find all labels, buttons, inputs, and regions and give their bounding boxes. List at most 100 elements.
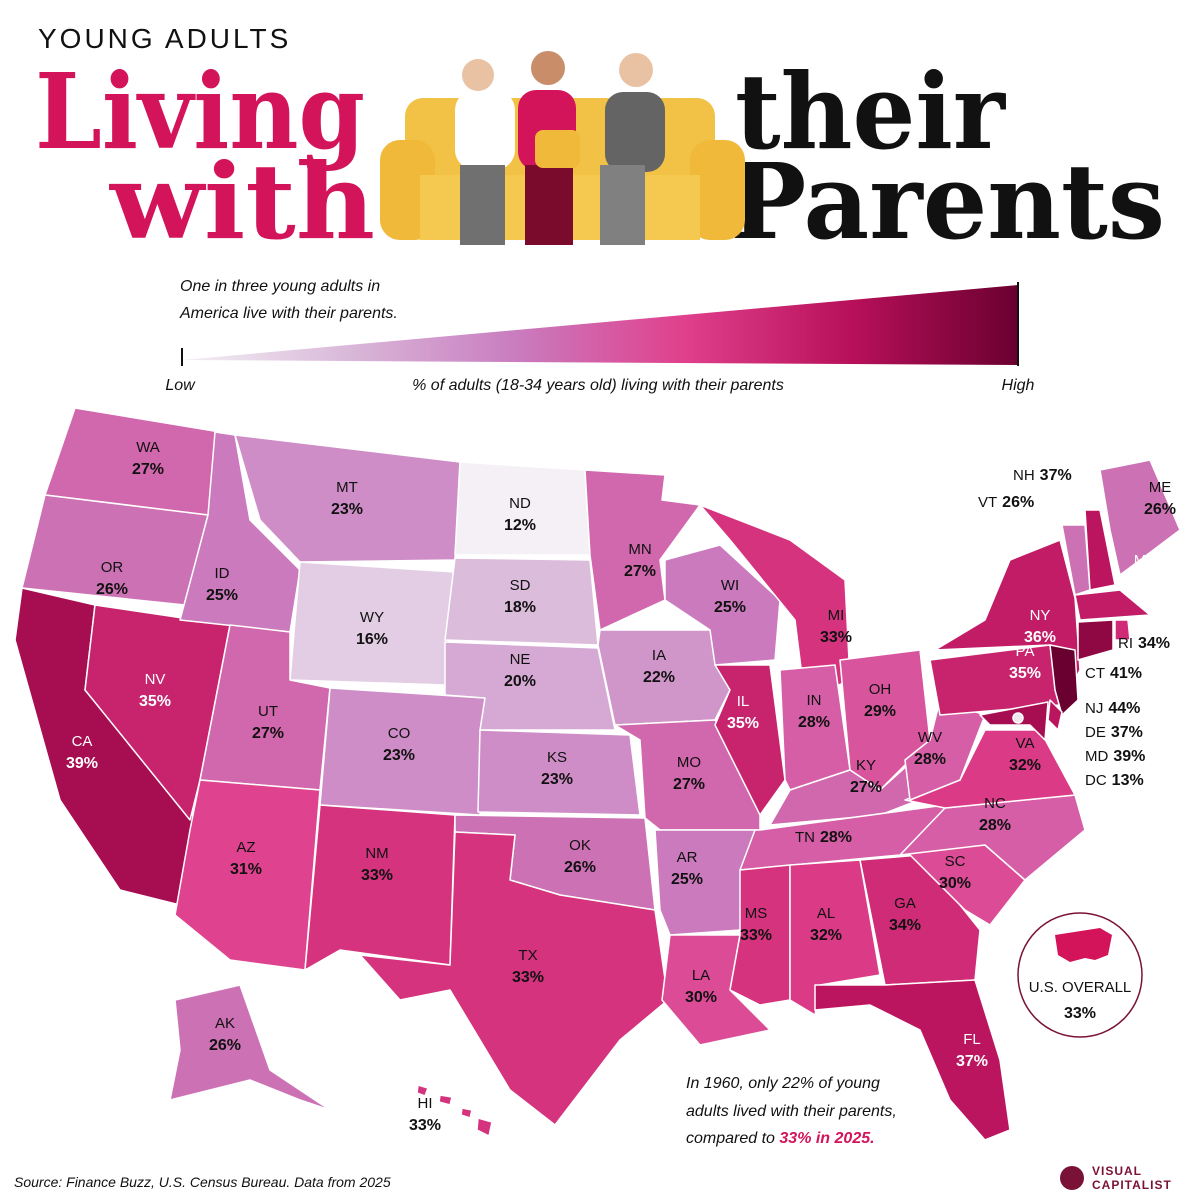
state [664, 544, 781, 666]
state-value: 44% [1108, 700, 1140, 717]
state-name: SD [510, 577, 531, 594]
state-name: NY [1030, 607, 1051, 624]
state-value: 18% [504, 599, 536, 616]
state-value: 30% [685, 989, 717, 1006]
overall-icon [1055, 928, 1112, 962]
state-value: 20% [504, 673, 536, 690]
state-value: 26% [564, 859, 596, 876]
state-name: UT [258, 703, 278, 720]
state [1114, 619, 1131, 641]
state-value: 37% [956, 1053, 988, 1070]
state-value: 27% [252, 725, 284, 742]
state-name: NM [365, 845, 388, 862]
state-name: WY [360, 609, 384, 626]
subtitle: One in three young adults in [180, 278, 380, 295]
state-label: NH 37% [1013, 467, 1072, 484]
note-highlight: 33% in 2025. [779, 1130, 874, 1147]
state-value: 37% [1040, 467, 1072, 484]
state-name: IN [807, 692, 822, 709]
state-name: LA [692, 967, 710, 984]
state-value: 33% [361, 867, 393, 884]
state-name: TN [795, 829, 815, 846]
state-value: 26% [96, 581, 128, 598]
state-value: 32% [1009, 757, 1041, 774]
state [234, 434, 461, 563]
state [1047, 699, 1063, 731]
state-name: NC [984, 795, 1006, 812]
state-value: 27% [673, 776, 705, 793]
state-name: AR [677, 849, 698, 866]
state-name: OH [869, 681, 892, 698]
legend-title: % of adults (18-34 years old) living wit… [412, 377, 784, 394]
state-name: IA [652, 647, 666, 664]
title-left: with [109, 140, 375, 263]
brand-logo [1060, 1166, 1084, 1190]
state-label: DE 37% [1085, 724, 1143, 741]
state-value: 25% [206, 587, 238, 604]
overall-circle [1017, 912, 1143, 1038]
state [179, 431, 301, 633]
state-name: MA [1134, 552, 1157, 569]
title-left: Living [35, 50, 365, 173]
state-value: 13% [1112, 772, 1144, 789]
state [174, 779, 321, 971]
state-label: NJ 44% [1085, 700, 1140, 717]
state-value: 12% [504, 517, 536, 534]
state-name: GA [894, 895, 916, 912]
state-value: 33% [820, 629, 852, 646]
state-value: 30% [939, 875, 971, 892]
legend-low: Low [165, 377, 196, 394]
legend-high: High [1002, 377, 1035, 394]
state-name: NV [145, 671, 166, 688]
state-name: RI [1118, 635, 1133, 652]
brand: VISUAL [1092, 1164, 1142, 1178]
state-value: 28% [914, 751, 946, 768]
state-value: 36% [1129, 574, 1161, 591]
state [1049, 644, 1079, 716]
state-name: CT [1085, 665, 1105, 682]
state-name: MO [677, 754, 701, 771]
state-name: AZ [236, 839, 255, 856]
state-name: MT [336, 479, 358, 496]
state-name: KS [547, 749, 567, 766]
legend-gradient [182, 285, 1018, 365]
state-name: SC [945, 853, 966, 870]
state-label: DC 13% [1085, 772, 1144, 789]
state-name: ND [509, 495, 531, 512]
state-value: 28% [798, 714, 830, 731]
overall-label: U.S. OVERALL [1029, 979, 1132, 996]
state-value: 25% [671, 871, 703, 888]
state-value: 37% [1111, 724, 1143, 741]
overall-value: 33% [1064, 1005, 1096, 1022]
state-name: AL [817, 905, 835, 922]
state-name: VA [1016, 735, 1035, 752]
state [1012, 712, 1024, 724]
state-value: 23% [331, 501, 363, 518]
map-labels: WA 27% OR 26% CA 39% NV 35% ID 25% MT 23% WY 16% UT 27%… [66, 439, 1176, 1134]
title-right: their [735, 50, 1006, 173]
state-value: 29% [864, 703, 896, 720]
state-value: 26% [1002, 494, 1034, 511]
state [1077, 619, 1114, 661]
state [1074, 589, 1151, 621]
state [359, 831, 669, 1126]
state-name: FL [963, 1031, 981, 1048]
state [169, 984, 331, 1111]
state-name: CO [388, 725, 411, 742]
state-value: 39% [66, 755, 98, 772]
state [814, 979, 1011, 1141]
state-name: ME [1149, 479, 1172, 496]
state-name: MS [745, 905, 768, 922]
state-value: 34% [1138, 635, 1170, 652]
title-right: Parents [730, 140, 1165, 263]
state-name: OR [101, 559, 124, 576]
state-value: 41% [1110, 665, 1142, 682]
state-name: NE [510, 651, 531, 668]
note: adults lived with their parents, [686, 1103, 897, 1120]
state-name: NJ [1085, 700, 1103, 717]
state [304, 804, 456, 971]
state-value: 26% [1144, 501, 1176, 518]
state-name: WI [721, 577, 739, 594]
state [477, 729, 641, 816]
state-name: OK [569, 837, 591, 854]
